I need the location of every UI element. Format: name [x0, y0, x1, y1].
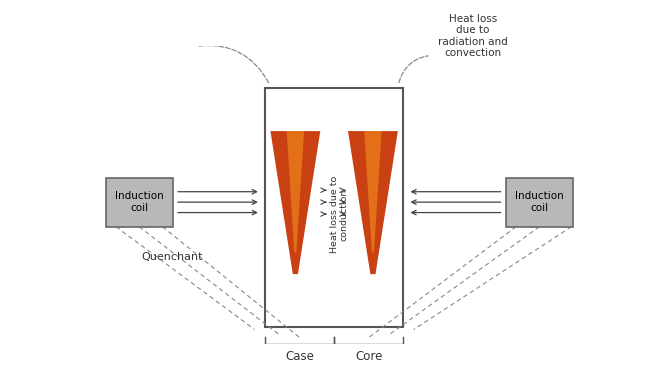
Polygon shape — [287, 131, 304, 253]
Text: Quenchant: Quenchant — [142, 252, 203, 262]
Bar — [106, 178, 173, 227]
Polygon shape — [270, 131, 320, 274]
Polygon shape — [348, 131, 398, 274]
Text: Induction
coil: Induction coil — [115, 191, 164, 213]
Text: Heat loss due to
conduction: Heat loss due to conduction — [330, 176, 349, 253]
Polygon shape — [364, 131, 382, 253]
Text: Core: Core — [355, 350, 383, 363]
FancyArrowPatch shape — [399, 56, 428, 82]
Text: Induction
coil: Induction coil — [515, 191, 564, 213]
FancyArrowPatch shape — [199, 46, 269, 83]
Text: Heat loss
due to
radiation and
convection: Heat loss due to radiation and convectio… — [438, 14, 508, 58]
Bar — [506, 178, 573, 227]
Text: Case: Case — [285, 350, 314, 363]
Bar — [265, 88, 403, 327]
